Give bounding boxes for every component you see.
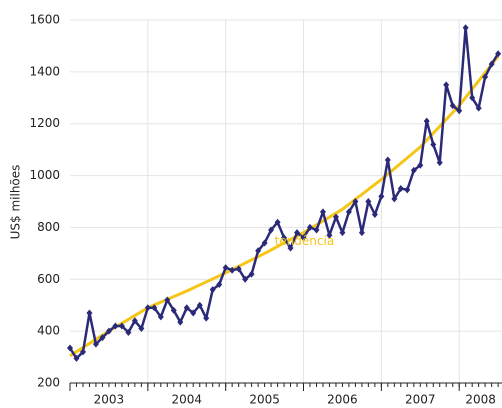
marker [365, 198, 372, 205]
y-axis-label: US$ milhões [9, 165, 23, 240]
marker [449, 102, 456, 110]
marker [345, 208, 352, 216]
marker [170, 306, 177, 314]
marker [397, 185, 404, 193]
marker [235, 265, 242, 273]
marker [391, 195, 398, 203]
marker [294, 229, 301, 237]
marker [99, 334, 106, 342]
marker [410, 166, 417, 174]
marker [157, 313, 164, 321]
y-tick-label: 1200 [29, 116, 60, 130]
marker [92, 340, 99, 348]
marker [125, 328, 132, 336]
marker [352, 198, 359, 205]
x-tick-label: 2007 [405, 393, 436, 407]
marker [118, 322, 125, 330]
marker [300, 234, 307, 242]
y-tick-label: 400 [37, 324, 60, 338]
marker [73, 354, 80, 362]
marker [131, 317, 138, 325]
marker [216, 280, 223, 288]
x-tick-label: 2004 [171, 393, 202, 407]
marker [443, 81, 450, 89]
x-tick-label: 2003 [94, 393, 125, 407]
marker [209, 286, 216, 294]
y-tick-label: 800 [37, 220, 60, 234]
marker [229, 266, 236, 274]
marker [417, 161, 424, 169]
marker [255, 247, 262, 255]
y-tick-label: 1400 [29, 64, 60, 78]
marker [164, 296, 171, 304]
marker [203, 314, 210, 322]
marker [151, 304, 158, 312]
marker [86, 309, 93, 317]
marker [488, 60, 495, 68]
marker [404, 186, 411, 194]
marker [144, 304, 151, 312]
marker [378, 192, 385, 200]
marker [423, 117, 430, 125]
marker [183, 304, 190, 312]
marker [242, 275, 249, 283]
marker [469, 94, 476, 102]
x-tick-label: 2008 [465, 393, 496, 407]
marker [462, 24, 469, 32]
marker [456, 107, 463, 115]
marker [287, 244, 294, 252]
marker [274, 218, 281, 226]
marker [67, 344, 73, 352]
trend-label: tendência [275, 234, 335, 248]
marker [371, 210, 378, 218]
marker [79, 348, 86, 356]
marker [190, 309, 197, 317]
marker [326, 231, 333, 239]
marker [306, 223, 313, 231]
marker [495, 50, 502, 58]
marker [177, 318, 184, 326]
marker [138, 325, 145, 333]
marker [261, 239, 268, 247]
x-tick-label: 2006 [327, 393, 358, 407]
data-line [68, 26, 500, 360]
marker [319, 208, 326, 216]
marker [105, 327, 112, 335]
x-tick-label: 2005 [249, 393, 280, 407]
marker [475, 104, 482, 112]
y-tick-label: 600 [37, 272, 60, 286]
marker [436, 159, 443, 167]
marker [281, 234, 288, 242]
marker [112, 322, 119, 330]
marker [196, 301, 203, 309]
marker [332, 213, 339, 221]
y-tick-label: 1000 [29, 168, 60, 182]
y-tick-label: 200 [37, 376, 60, 390]
marker [339, 229, 346, 237]
marker [248, 270, 255, 278]
marker [313, 226, 320, 234]
y-tick-label: 1600 [29, 13, 60, 27]
trend-line [69, 55, 500, 358]
marker [358, 229, 365, 237]
marker [222, 264, 229, 272]
marker [384, 156, 391, 164]
marker [482, 73, 489, 81]
marker [430, 140, 437, 148]
marker [268, 226, 275, 234]
